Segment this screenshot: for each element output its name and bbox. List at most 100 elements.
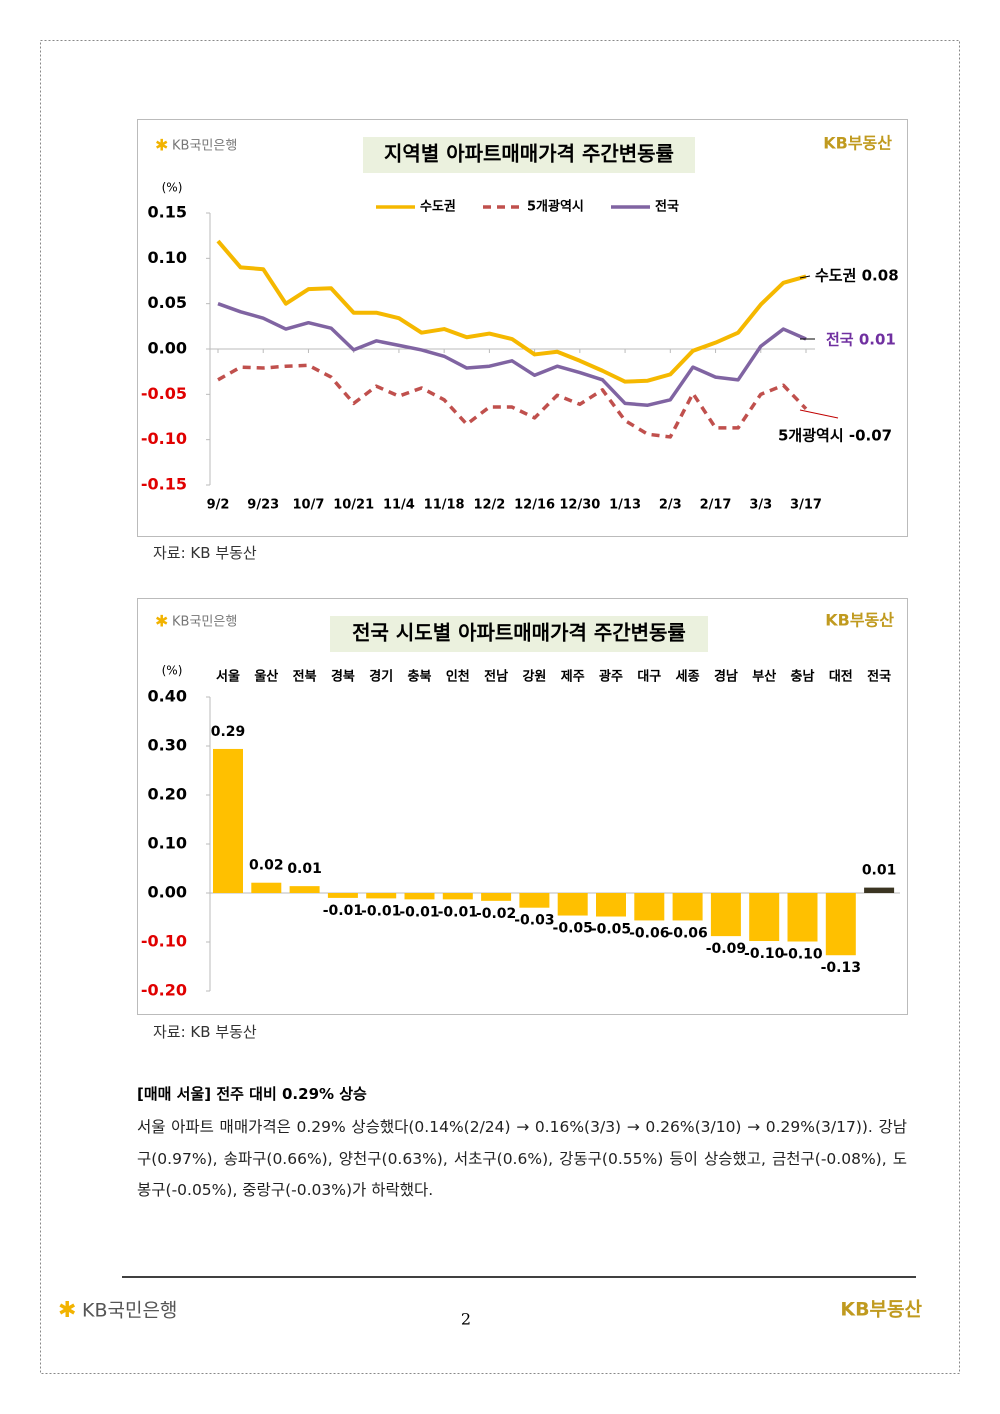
x-tick-label: 10/21	[333, 498, 374, 513]
value-label: -0.01	[361, 903, 401, 919]
logo-left: KB국민은행	[172, 614, 237, 630]
x-tick-label: 경남	[714, 669, 738, 685]
y-tick-label: 0.00	[148, 883, 187, 902]
y-tick-label: -0.10	[141, 932, 187, 951]
x-tick-label: 대전	[829, 669, 853, 685]
x-tick-label: 10/7	[293, 498, 325, 513]
x-tick-label: 울산	[254, 669, 278, 685]
bar	[749, 893, 780, 942]
x-tick-label: 2/3	[659, 498, 682, 513]
x-tick-label: 3/3	[749, 498, 772, 513]
page-border	[40, 40, 960, 1374]
annotation: 5개광역시 -0.07	[778, 427, 892, 445]
footer-logo-right: KB부동산	[840, 1299, 922, 1321]
value-label: -0.09	[706, 941, 746, 957]
logo-right: KB부동산	[823, 134, 892, 153]
y-tick-label: -0.20	[141, 981, 187, 1000]
value-label: -0.01	[323, 903, 363, 919]
x-tick-label: 부산	[752, 669, 776, 685]
x-tick-label: 2/17	[700, 498, 732, 513]
bar	[557, 893, 588, 916]
annotation-leader	[799, 409, 839, 419]
x-tick-label: 11/18	[424, 498, 465, 513]
bar	[596, 893, 626, 917]
x-tick-label: 경북	[331, 669, 355, 685]
x-tick-label: 충북	[408, 669, 432, 685]
title-box	[330, 616, 708, 652]
value-label: 0.01	[287, 861, 322, 877]
y-tick-label: 0.30	[148, 736, 187, 755]
bar	[519, 893, 550, 908]
bar	[710, 893, 741, 937]
x-tick-label: 제주	[561, 670, 585, 685]
title-box	[363, 137, 695, 173]
x-tick-label: 경기	[369, 669, 393, 685]
y-tick-label: 0.00	[148, 339, 187, 358]
series-line	[216, 239, 807, 384]
bar	[289, 886, 320, 893]
y-tick-label: 0.15	[148, 203, 187, 222]
x-tick-label: 전북	[293, 669, 317, 685]
y-tick-label: 0.05	[148, 293, 187, 312]
x-tick-label: 세종	[676, 670, 700, 685]
x-tick-label: 3/17	[790, 498, 822, 513]
y-unit: (%)	[162, 181, 183, 195]
footer-logo-left: KB국민은행	[82, 1300, 177, 1322]
value-label: -0.06	[629, 925, 669, 941]
bar	[404, 893, 435, 900]
bar	[213, 748, 243, 893]
y-tick-label: 0.20	[148, 785, 187, 804]
value-label: -0.01	[438, 904, 478, 920]
value-label: 0.02	[249, 858, 284, 874]
value-label: -0.13	[821, 960, 861, 976]
value-label: -0.06	[667, 925, 707, 941]
logo-right: KB부동산	[825, 611, 894, 630]
x-tick-label: 11/4	[383, 498, 415, 513]
x-tick-label: 1/13	[609, 498, 641, 513]
series-line	[217, 363, 808, 439]
bar	[442, 893, 473, 900]
value-label: -0.05	[553, 921, 593, 937]
x-tick-label: 대구	[637, 670, 661, 685]
legend-label: 수도권	[420, 200, 456, 215]
value-label: -0.03	[514, 913, 554, 929]
heading: [매매 서울] 전주 대비 0.29% 상승	[137, 1085, 367, 1103]
bar	[825, 893, 856, 956]
bar	[366, 893, 397, 899]
logo-icon: ✱	[155, 612, 168, 631]
logo-icon: ✱	[155, 136, 168, 155]
x-tick-label: 강원	[522, 669, 546, 685]
series-line	[217, 302, 807, 407]
x-tick-label: 광주	[599, 670, 623, 685]
value-label: -0.10	[744, 946, 785, 962]
chart-title: 전국 시도별 아파트매매가격 주간변동률	[352, 621, 686, 645]
value-label: -0.10	[782, 947, 823, 963]
chart-frame	[137, 119, 908, 537]
x-tick-label: 전국	[867, 669, 891, 685]
y-unit: (%)	[162, 664, 183, 678]
bar	[251, 882, 282, 893]
annotation-leader	[799, 275, 811, 279]
paragraph: 서울 아파트 매매가격은 0.29% 상승했다(0.14%(2/24) → 0.…	[137, 1118, 907, 1199]
y-tick-label: 0.10	[148, 834, 187, 853]
bar	[787, 893, 818, 942]
x-tick-label: 12/30	[559, 498, 600, 513]
x-tick-label: 9/23	[247, 498, 279, 513]
bar	[634, 893, 665, 921]
x-tick-label: 12/16	[514, 498, 555, 513]
annotation: 수도권 0.08	[815, 267, 899, 285]
page-number: 2	[461, 1310, 471, 1329]
chart-frame	[137, 598, 908, 1015]
bar	[327, 893, 358, 898]
x-tick-label: 전남	[484, 669, 508, 685]
value-label: -0.02	[476, 906, 516, 922]
chart-title: 지역별 아파트매매가격 주간변동률	[384, 142, 674, 166]
y-tick-label: 0.40	[148, 687, 187, 706]
x-tick-label: 인천	[446, 669, 470, 685]
y-tick-label: -0.15	[141, 475, 187, 494]
logo-icon: ✱	[58, 1298, 76, 1323]
value-label: 0.29	[211, 724, 246, 740]
x-tick-label: 9/2	[207, 498, 230, 513]
